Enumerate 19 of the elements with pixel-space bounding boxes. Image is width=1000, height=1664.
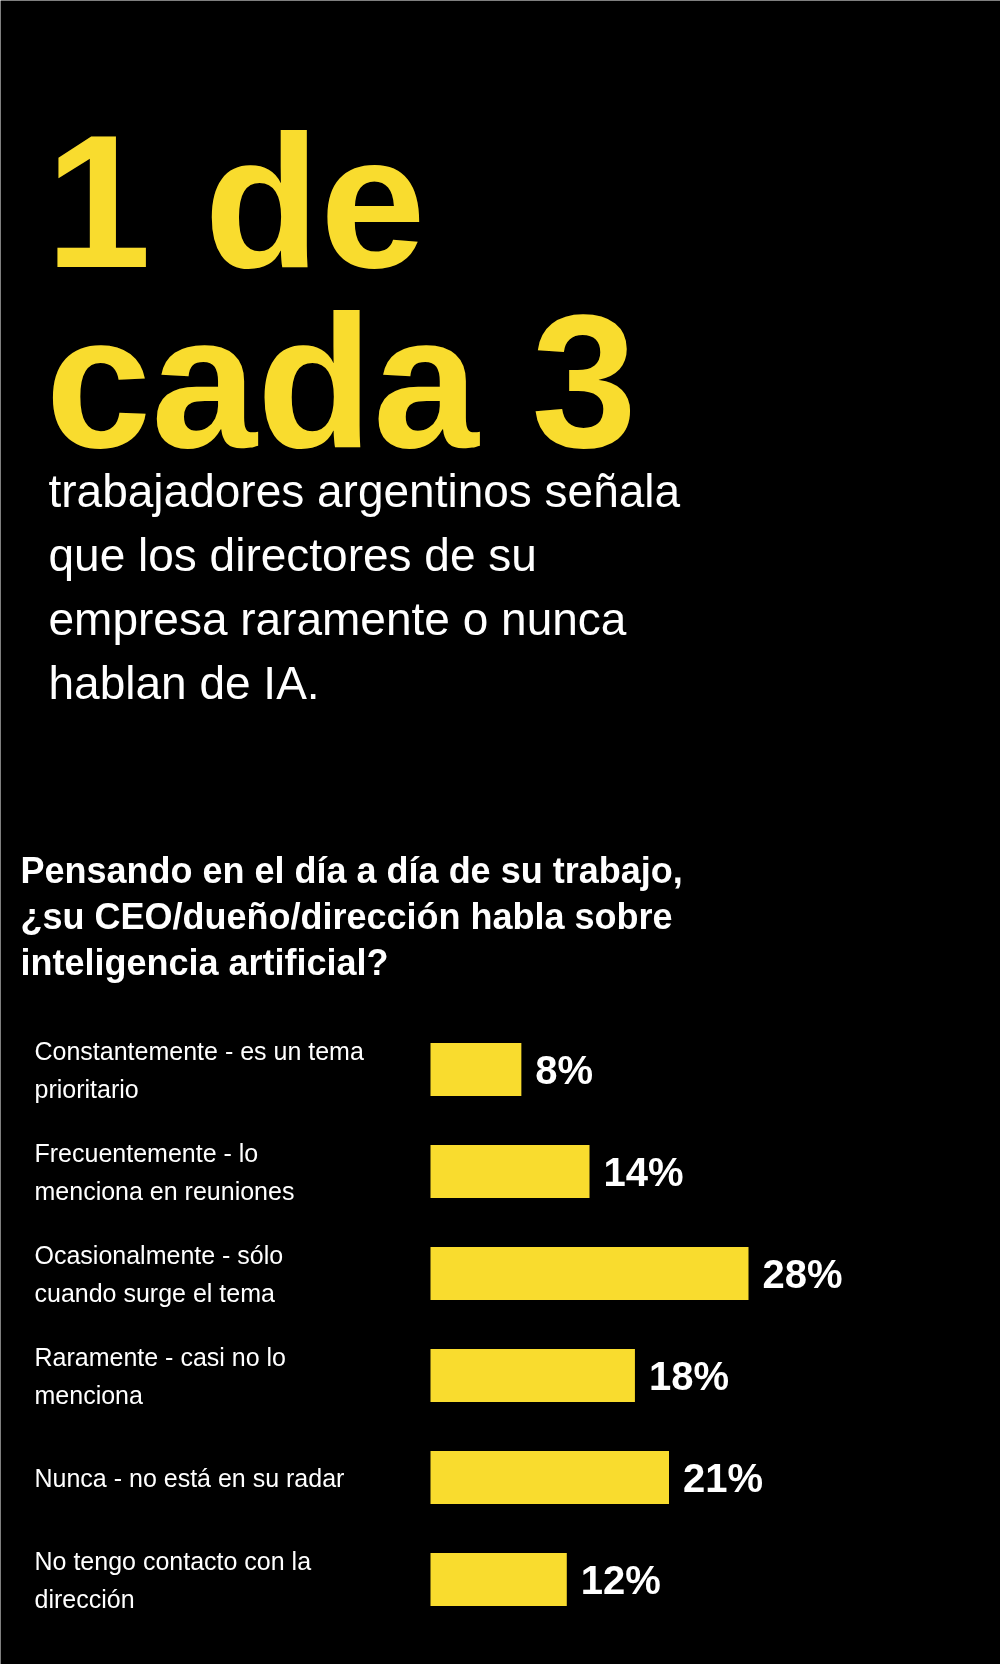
data-label: 28% bbox=[762, 1251, 843, 1296]
bar bbox=[430, 1553, 567, 1606]
bar bbox=[430, 1145, 590, 1198]
y-tick-label: Constantemente - es un tema prioritario bbox=[34, 1036, 364, 1103]
data-label: 18% bbox=[648, 1353, 729, 1398]
data-label: 12% bbox=[580, 1557, 661, 1602]
data-label: 21% bbox=[683, 1455, 764, 1500]
y-tick-label: Frecuentemente - lo menciona en reuniones bbox=[34, 1138, 295, 1205]
bar bbox=[430, 1349, 635, 1402]
bar bbox=[430, 1043, 522, 1096]
bar bbox=[430, 1247, 749, 1300]
y-tick-label: Ocasionalmente - sólo cuando surge el tema bbox=[34, 1240, 284, 1307]
bar bbox=[430, 1451, 669, 1504]
y-tick-label: Nunca - no está en su radar bbox=[34, 1463, 345, 1492]
y-tick-label: No tengo contacto con la dirección bbox=[34, 1546, 312, 1613]
y-tick-label: Raramente - casi no lo menciona bbox=[34, 1342, 287, 1409]
data-label: 8% bbox=[535, 1047, 594, 1092]
data-label: 14% bbox=[603, 1149, 684, 1194]
text: Pensando en el día a día de su trabajo, ¿su CEO/dueño/dirección habla sobre inteligencia artificial? bbox=[20, 850, 683, 983]
